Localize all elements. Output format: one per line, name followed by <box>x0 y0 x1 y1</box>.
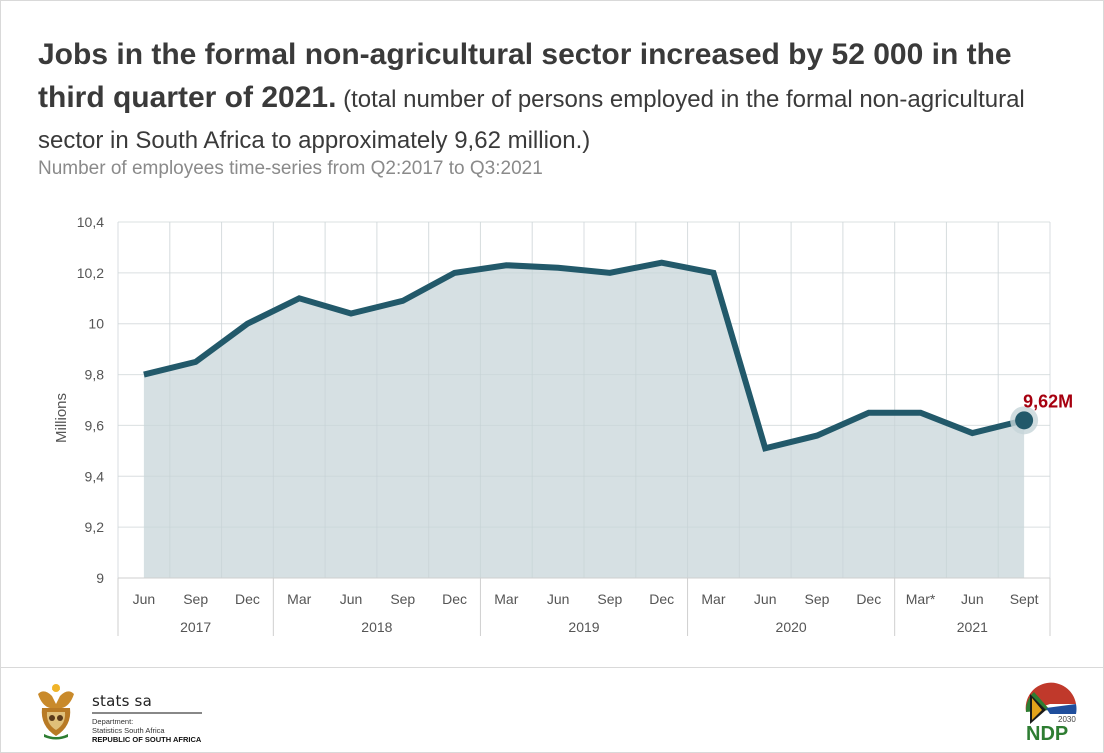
x-year-label: 2021 <box>957 619 988 635</box>
data-point <box>244 321 250 327</box>
x-tick-label: Sep <box>597 591 622 607</box>
data-point <box>814 433 820 439</box>
x-year-label: 2019 <box>568 619 599 635</box>
y-tick-label: 9,6 <box>85 417 105 433</box>
ndp-year: 2030 <box>1058 715 1076 724</box>
stats-sa-logo: stats sa Department: Statistics South Af… <box>34 680 202 744</box>
x-year-label: 2018 <box>361 619 392 635</box>
x-tick-label: Jun <box>547 591 570 607</box>
data-point <box>193 359 199 365</box>
data-point <box>503 262 509 268</box>
series-line <box>143 259 1025 452</box>
x-tick-label: Sep <box>390 591 415 607</box>
data-point <box>866 410 872 416</box>
y-axis: 9 9,2 9,4 9,6 9,8 10 10,2 10,4 <box>77 214 104 586</box>
x-tick-label: Mar <box>701 591 725 607</box>
ndp-2030-logo: 2030 NDP <box>1025 682 1077 742</box>
y-tick-label: 9,8 <box>85 367 105 383</box>
x-tick-label: Jun <box>754 591 777 607</box>
country-name: REPUBLIC OF SOUTH AFRICA <box>92 735 202 744</box>
x-tick-label: Sep <box>183 591 208 607</box>
highlight-point <box>1015 411 1034 430</box>
headline: Jobs in the formal non-agricultural sect… <box>38 36 1078 163</box>
coat-of-arms-icon <box>38 684 74 740</box>
x-tick-label: Dec <box>442 591 467 607</box>
x-tick-label: Dec <box>856 591 881 607</box>
line-layer <box>143 259 1025 452</box>
data-point <box>141 372 147 378</box>
x-tick-label: Sep <box>805 591 830 607</box>
y-tick-label: 9,2 <box>85 519 105 535</box>
x-tick-label: Dec <box>649 591 674 607</box>
x-tick-label: Jun <box>961 591 984 607</box>
data-point <box>918 410 924 416</box>
data-point <box>607 270 613 276</box>
employment-area-chart: 9,62M 9 9,2 9,4 9,6 9,8 10 10,2 10,4 Jun Sep Dec M… <box>53 214 1073 636</box>
y-tick-label: 10,4 <box>77 214 104 230</box>
y-tick-label: 10 <box>88 316 104 332</box>
x-axis: Jun Sep Dec Mar Jun Sep Dec Mar Jun Sep Dec Mar Jun S… <box>117 577 1051 636</box>
x-tick-label: Mar <box>494 591 518 607</box>
footer-divider <box>0 667 1104 668</box>
x-tick-label: Mar* <box>906 591 936 607</box>
headline-detail: (total number of persons employed in the… <box>38 86 1025 154</box>
data-point <box>710 270 716 276</box>
x-tick-label: Jun <box>133 591 156 607</box>
x-tick-label: Sept <box>1010 591 1039 607</box>
data-point <box>400 298 406 304</box>
data-label-latest: 9,62M <box>1023 391 1073 411</box>
dept-line-2: Statistics South Africa <box>92 726 165 735</box>
x-tick-label: Dec <box>235 591 260 607</box>
footer: stats sa Department: Statistics South Af… <box>0 668 1104 752</box>
ndp-label: NDP <box>1026 723 1068 742</box>
headline-bold: Jobs in the formal non-agricultural sect… <box>38 38 1012 114</box>
area-layer <box>117 221 1051 579</box>
dept-line-1: Department: <box>92 717 134 726</box>
data-point <box>969 430 975 436</box>
point-layer: 9,62M <box>141 260 1073 451</box>
x-year-label: 2017 <box>180 619 211 635</box>
data-point <box>555 265 561 271</box>
data-point <box>659 260 665 266</box>
data-point <box>452 270 458 276</box>
data-point <box>296 295 302 301</box>
y-tick-label: 9 <box>96 570 104 586</box>
chart-subtitle: Number of employees time-series from Q2:… <box>38 158 543 179</box>
y-axis-label: Millions <box>53 393 70 443</box>
data-point <box>348 311 354 317</box>
y-tick-label: 9,4 <box>85 468 105 484</box>
y-tick-label: 10,2 <box>77 265 104 281</box>
x-year-label: 2020 <box>776 619 807 635</box>
x-tick-label: Jun <box>340 591 363 607</box>
org-name: stats sa <box>92 692 202 714</box>
data-point <box>762 445 768 451</box>
x-tick-label: Mar <box>287 591 311 607</box>
